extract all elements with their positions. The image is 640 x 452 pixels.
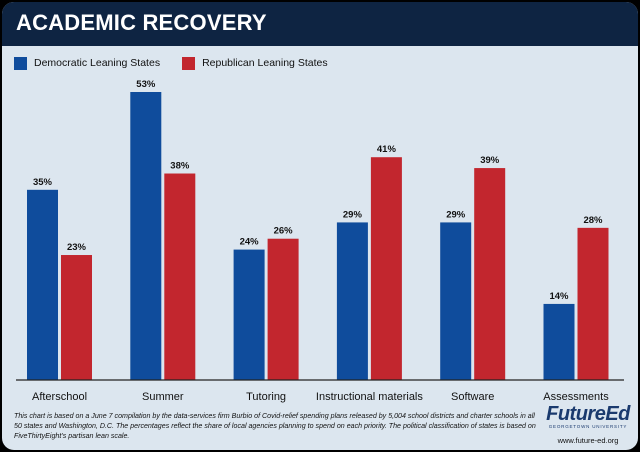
rep-bar-1 xyxy=(164,173,196,380)
category-label-4: Software xyxy=(451,391,494,403)
dem-bar-1 xyxy=(130,92,162,380)
category-label-5: Assessments xyxy=(543,391,609,403)
legend: Democratic Leaning States Republican Lea… xyxy=(14,55,350,71)
rep-value-label-3: 41% xyxy=(377,144,397,155)
category-label-0: Afterschool xyxy=(32,391,87,403)
dem-value-label-4: 29% xyxy=(446,209,466,220)
dem-bar-3 xyxy=(336,222,368,380)
legend-swatch-dem xyxy=(14,56,27,70)
dem-value-label-2: 24% xyxy=(240,237,260,248)
futureed-logo: FutureEd GEORGETOWN UNIVERSITY www.futur… xyxy=(540,404,636,445)
rep-bar-3 xyxy=(370,157,402,380)
rep-bar-0 xyxy=(61,255,92,380)
logo-name: FutureEd xyxy=(546,403,630,425)
logo-subtitle: GEORGETOWN UNIVERSITY xyxy=(548,424,628,429)
legend-item-dem: Democratic Leaning States xyxy=(14,56,161,70)
legend-swatch-rep xyxy=(182,56,196,70)
dem-bar-5 xyxy=(543,303,575,380)
dem-bar-2 xyxy=(233,249,265,380)
dem-value-label-0: 35% xyxy=(33,177,53,188)
rep-bar-2 xyxy=(267,238,299,380)
rep-value-label-2: 26% xyxy=(274,226,294,237)
dem-value-label-3: 29% xyxy=(343,209,363,220)
legend-item-rep: Republican Leaning States xyxy=(182,56,328,70)
dem-value-label-5: 14% xyxy=(549,291,569,302)
category-label-1: Summer xyxy=(142,391,184,403)
legend-label-dem: Democratic Leaning States xyxy=(34,57,161,69)
rep-value-label-4: 39% xyxy=(480,155,500,166)
rep-value-label-5: 28% xyxy=(583,215,603,226)
logo-url: www.future-ed.org xyxy=(557,436,619,445)
rep-bar-4 xyxy=(474,168,506,380)
category-label-3: Instructional materials xyxy=(316,391,423,403)
rep-bar-5 xyxy=(577,227,609,380)
category-label-2: Tutoring xyxy=(246,391,286,403)
chart-title: ACADEMIC RECOVERY xyxy=(16,10,267,35)
dem-bar-4 xyxy=(440,222,472,380)
legend-label-rep: Republican Leaning States xyxy=(202,57,328,69)
footnote: This chart is based on a June 7 compilat… xyxy=(14,412,536,440)
rep-value-label-0: 23% xyxy=(67,242,87,253)
dem-bar-0 xyxy=(27,189,58,380)
rep-value-label-1: 38% xyxy=(170,161,190,172)
dem-value-label-1: 53% xyxy=(136,79,156,90)
title-bar: ACADEMIC RECOVERY xyxy=(2,2,638,46)
